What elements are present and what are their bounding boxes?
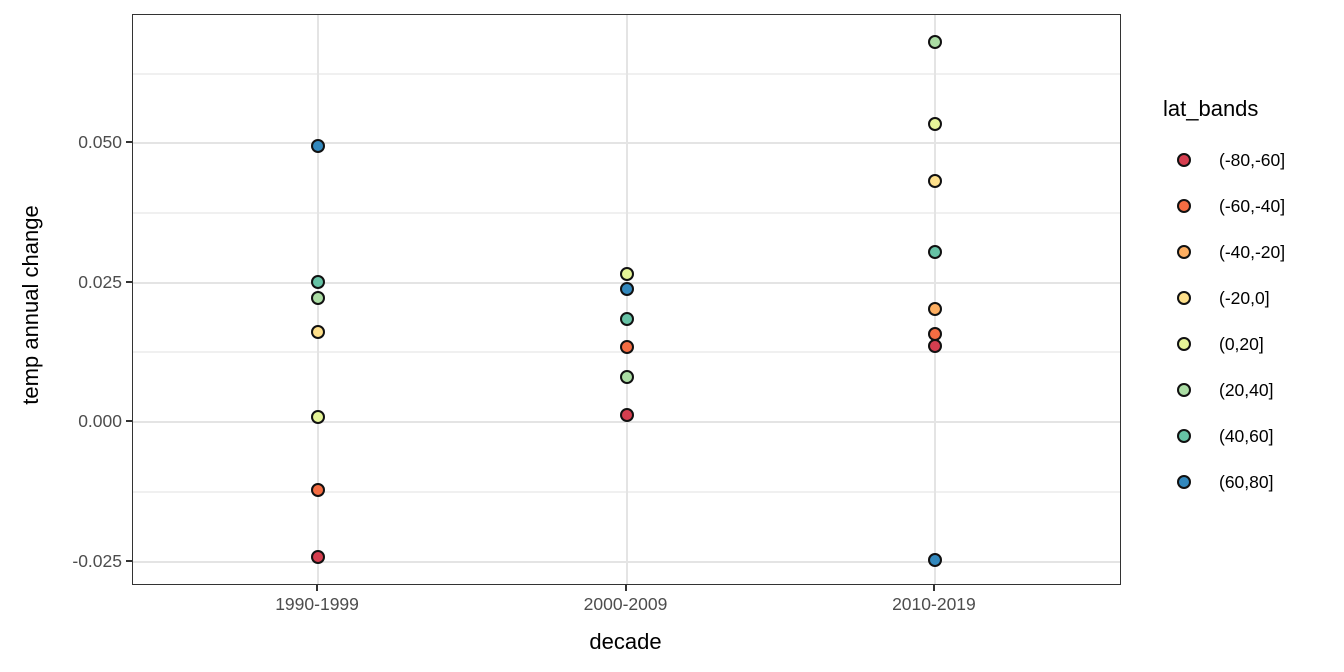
gridline-major-x — [625, 15, 628, 584]
plot-panel — [132, 14, 1121, 585]
data-point — [927, 117, 942, 132]
data-point — [927, 327, 942, 342]
x-axis-tick — [316, 585, 319, 591]
data-point — [311, 138, 326, 153]
x-axis-tick — [932, 585, 935, 591]
x-axis-tick — [624, 585, 627, 591]
y-tick-label: 0.025 — [78, 271, 122, 292]
y-tick-label: -0.025 — [72, 550, 122, 571]
legend-items: (-80,-60] (-60,-40] (-40,-20] (-20,0] (0,20]… — [1163, 137, 1341, 505]
legend-label: (60,80] — [1219, 471, 1274, 492]
gridline-major-x — [933, 15, 936, 584]
data-point — [927, 245, 942, 260]
y-tick-label: 0.000 — [78, 411, 122, 432]
legend-swatch — [1177, 199, 1191, 213]
legend-swatch — [1177, 153, 1191, 167]
data-point — [927, 553, 942, 567]
legend-swatch — [1177, 245, 1191, 259]
legend-item: (0,20] — [1177, 321, 1341, 367]
legend-item: (40,60] — [1177, 413, 1341, 459]
legend-swatch — [1177, 383, 1191, 397]
data-point — [619, 312, 634, 327]
x-tick-label: 2000-2009 — [583, 594, 668, 614]
x-tick-label: 2010-2019 — [892, 594, 976, 614]
y-axis-tick — [126, 420, 132, 423]
y-axis-tick — [126, 141, 132, 144]
data-point — [619, 267, 634, 282]
y-tick-label: 0.050 — [78, 132, 122, 153]
legend-swatch — [1177, 429, 1191, 443]
legend-label: (20,40] — [1219, 379, 1274, 400]
data-point — [927, 35, 942, 50]
legend-swatch — [1177, 337, 1191, 351]
legend-label: (-20,0] — [1219, 287, 1270, 308]
y-axis-title: temp annual change — [18, 205, 43, 405]
legend: lat_bands (-80,-60] (-60,-40] (-40,-20] (-2… — [1163, 94, 1341, 505]
legend-item: (-20,0] — [1177, 275, 1341, 321]
x-axis-title: decade — [589, 629, 662, 654]
data-point — [619, 282, 634, 297]
data-point — [311, 410, 326, 425]
legend-item: (-60,-40] — [1177, 183, 1341, 229]
data-point — [927, 301, 942, 316]
data-point — [619, 340, 634, 355]
legend-label: (-60,-40] — [1219, 195, 1286, 216]
legend-item: (-40,-20] — [1177, 229, 1341, 275]
data-point — [927, 174, 942, 189]
data-point — [311, 291, 326, 306]
legend-item: (20,40] — [1177, 367, 1341, 413]
x-tick-label: 1990-1999 — [275, 594, 359, 614]
legend-item: (-80,-60] — [1177, 137, 1341, 183]
y-axis-tick — [126, 559, 132, 562]
y-axis-tick — [126, 280, 132, 283]
data-point — [311, 325, 326, 340]
data-point — [311, 275, 326, 290]
legend-label: (-40,-20] — [1219, 241, 1286, 262]
data-point — [311, 483, 326, 498]
legend-label: (0,20] — [1219, 333, 1264, 354]
legend-title: lat_bands — [1163, 96, 1259, 121]
legend-swatch — [1177, 291, 1191, 305]
legend-label: (40,60] — [1219, 425, 1274, 446]
legend-label: (-80,-60] — [1219, 149, 1286, 170]
legend-swatch — [1177, 475, 1191, 489]
data-point — [619, 370, 634, 385]
data-point — [619, 407, 634, 422]
data-point — [311, 550, 326, 565]
legend-item: (60,80] — [1177, 459, 1341, 505]
